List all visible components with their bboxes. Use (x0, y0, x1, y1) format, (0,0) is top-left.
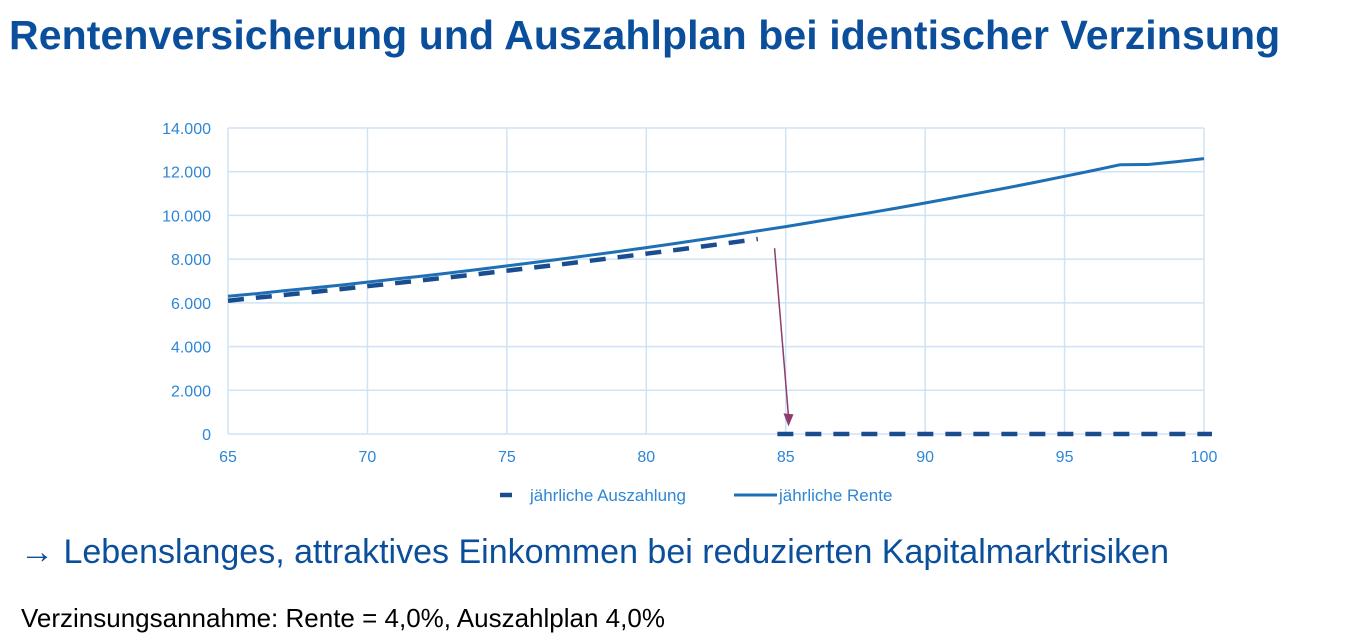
depletion-arrow-head (783, 413, 794, 427)
x-tick-label: 95 (1056, 449, 1074, 466)
y-tick-label: 10.000 (162, 208, 211, 225)
interest-assumption-note: Verzinsungsannahme: Rente = 4,0%, Auszah… (21, 603, 665, 633)
x-tick-label: 85 (777, 449, 795, 466)
conclusion-line: → Lebenslanges, attraktives Einkommen be… (20, 533, 1169, 572)
y-tick-label: 6.000 (171, 296, 211, 313)
x-tick-label: 65 (219, 449, 237, 466)
y-tick-label: 0 (202, 427, 211, 444)
tick-labels: 0 2.000 4.000 6.000 8.000 10.000 12.000 14.000 6… (162, 121, 1217, 466)
page-title: Rentenversicherung und Auszahlplan bei i… (9, 12, 1281, 58)
x-tick-label: 100 (1191, 449, 1218, 466)
x-tick-label: 75 (498, 449, 516, 466)
x-tick-label: 90 (916, 449, 934, 466)
right-arrow-icon: → (20, 533, 54, 571)
x-tick-label: 70 (359, 449, 377, 466)
y-tick-label: 14.000 (162, 121, 211, 138)
series-line-jaehrliche-auszahlung (227, 236, 759, 303)
y-tick-label: 8.000 (171, 252, 211, 269)
series-line-jaehrliche-rente (227, 157, 1205, 298)
annotations (773, 248, 794, 427)
x-tick-label: 80 (637, 449, 655, 466)
depletion-arrow-line (773, 248, 790, 417)
legend-label-rente: jährliche Rente (778, 486, 892, 505)
conclusion-text: Lebenslanges, attraktives Einkommen bei … (63, 533, 1170, 571)
y-tick-label: 2.000 (171, 383, 211, 400)
legend: jährliche Auszahlung jährliche Rente (500, 486, 892, 505)
legend-label-auszahlung: jährliche Auszahlung (529, 486, 686, 505)
chart: 0 2.000 4.000 6.000 8.000 10.000 12.000 14.000 6… (162, 121, 1217, 505)
y-tick-label: 12.000 (162, 165, 211, 182)
y-tick-label: 4.000 (171, 340, 211, 357)
series (227, 157, 1212, 437)
